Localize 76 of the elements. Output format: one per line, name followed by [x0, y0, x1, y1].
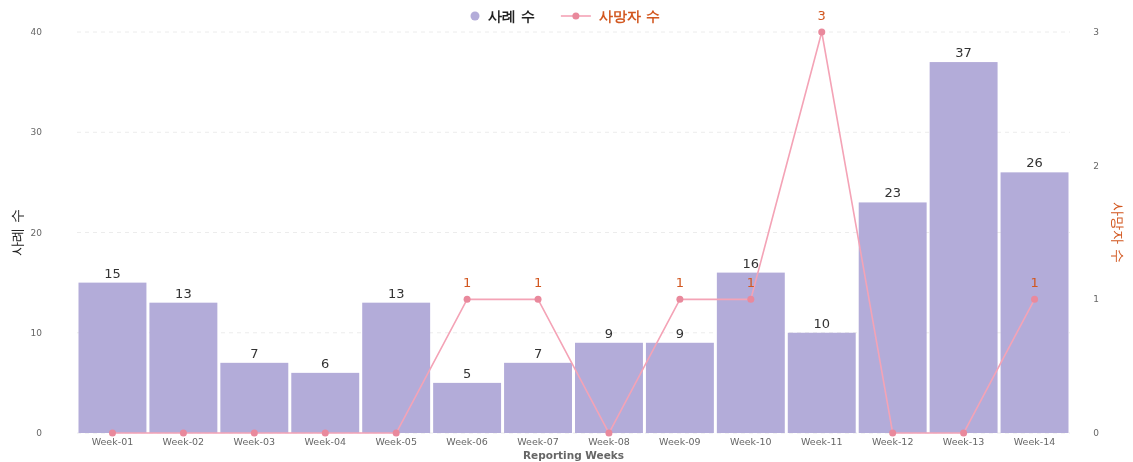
bar	[433, 382, 502, 433]
y-tick-label: 20	[30, 227, 43, 238]
x-tick-label: Week-02	[162, 436, 205, 447]
data-label: 13	[387, 285, 405, 301]
legend-label: 사망자 수	[598, 8, 660, 24]
data-label: 1	[462, 275, 472, 291]
data-label: 13	[175, 285, 192, 301]
point	[392, 429, 400, 437]
data-label: 37	[955, 45, 972, 61]
x-tick-label: Week-05	[375, 436, 417, 447]
x-tick-label: Week-03	[233, 436, 276, 447]
point	[818, 28, 826, 36]
bar	[504, 362, 572, 433]
bar	[78, 282, 147, 433]
point	[534, 295, 542, 303]
bar	[858, 202, 927, 433]
data-label: 7	[533, 345, 543, 361]
bar	[362, 302, 431, 433]
data-label: 1	[1030, 275, 1039, 291]
x-tick-label: Week-01	[91, 436, 134, 447]
bar	[929, 62, 998, 433]
data-label: 3	[817, 8, 826, 23]
data-label: 9	[604, 325, 614, 341]
data-label: 15	[104, 265, 121, 281]
data-label: 9	[675, 325, 685, 341]
y2-tick-label: 1	[1093, 294, 1099, 305]
x-tick-label: Week-14	[1013, 436, 1056, 447]
bar	[1000, 172, 1069, 433]
x-tick-label: Week-06	[446, 436, 488, 447]
x-tick-label: Week-11	[800, 436, 843, 447]
point	[321, 429, 329, 437]
x-axis-title: Reporting Weeks	[522, 449, 625, 461]
data-label: 5	[462, 365, 472, 381]
point	[605, 429, 613, 437]
y-tick-label: 30	[30, 127, 43, 138]
data-label: 7	[250, 345, 259, 361]
x-tick-label: Week-08	[588, 436, 630, 447]
point	[108, 429, 116, 437]
y2-tick-label: 0	[1093, 428, 1100, 438]
data-label: 26	[1026, 155, 1043, 171]
x-tick-label: Week-13	[942, 436, 985, 447]
bar	[787, 332, 856, 433]
point	[179, 429, 187, 437]
x-tick-label: Week-07	[517, 436, 559, 447]
bar	[575, 342, 643, 433]
bar	[220, 362, 289, 433]
data-label: 10	[813, 315, 831, 331]
y-tick-label: 10	[30, 327, 43, 338]
data-label: 23	[884, 185, 901, 201]
x-tick-label: Week-04	[304, 436, 347, 447]
y2-tick-label: 2	[1093, 160, 1099, 171]
data-label: 1	[533, 275, 543, 291]
data-label: 1	[675, 275, 685, 291]
y-tick-label: 40	[30, 27, 43, 37]
x-tick-label: Week-10	[730, 436, 772, 447]
y-axis-title: 사례 수	[9, 209, 25, 256]
bar	[716, 272, 785, 433]
point	[250, 429, 258, 437]
data-label: 1	[746, 275, 755, 291]
y-tick-label: 0	[36, 428, 43, 438]
point	[463, 295, 471, 303]
bar	[149, 302, 218, 433]
legend-label: 사례 수	[488, 8, 535, 24]
y2-tick-label: 3	[1093, 27, 1099, 37]
bar	[291, 372, 360, 433]
point	[889, 429, 897, 437]
point	[676, 295, 684, 303]
x-tick-label: Week-12	[871, 436, 914, 447]
point	[960, 429, 968, 437]
point	[747, 295, 755, 303]
bar	[645, 342, 714, 433]
data-label: 6	[321, 355, 330, 371]
point	[1031, 295, 1039, 303]
y2-axis-title: 사망자 수	[1110, 202, 1126, 263]
x-tick-label: Week-09	[659, 436, 701, 447]
data-label: 16	[742, 255, 760, 271]
